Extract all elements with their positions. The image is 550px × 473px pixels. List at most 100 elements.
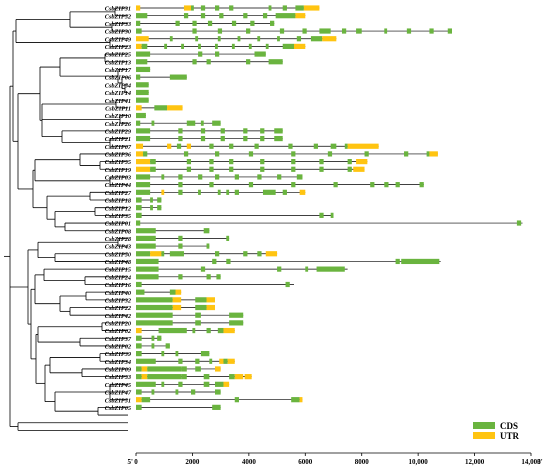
cds-block [229, 143, 234, 149]
cds-block [209, 143, 214, 149]
cds-block [150, 166, 156, 172]
gene-label: CsbZIP24 [105, 274, 131, 281]
cds-block [136, 358, 156, 364]
cds-block [209, 358, 213, 364]
cds-block [217, 189, 221, 195]
cds-block [136, 189, 151, 195]
cds-block [178, 358, 183, 364]
axis-tick-label: 14,000 [521, 458, 541, 466]
axis-tick-label: 10,000 [409, 458, 429, 466]
cds-block [302, 28, 307, 34]
gene-label: CsbZIP34 [105, 359, 131, 366]
cds-block [165, 343, 170, 349]
gene-label: CsbZIP44 [105, 182, 131, 189]
gene-label: CsbZIP33 [105, 21, 131, 28]
cds-block [178, 174, 183, 180]
cds-block [206, 59, 211, 65]
gene-row: CsbZIP29 [105, 128, 283, 135]
cds-block [143, 151, 148, 157]
phylogenetic-tree [4, 7, 128, 431]
cds-block [136, 135, 151, 142]
legend-cds-label: CDS [500, 421, 518, 431]
gene-row: CsbZIP51 [105, 397, 303, 404]
cds-block [157, 205, 162, 211]
gene-row: CsbZIP17 [105, 66, 151, 74]
cds-block [178, 135, 183, 142]
cds-block [248, 43, 252, 49]
cds-block [447, 28, 452, 34]
cds-block [248, 151, 254, 157]
cds-block [282, 43, 294, 49]
cds-block [183, 13, 189, 19]
cds-block [136, 266, 159, 272]
axis-tick-label: 0 [134, 458, 138, 466]
cds-block [206, 327, 211, 334]
cds-block [136, 112, 146, 119]
gene-label: CsbZIP13 [105, 59, 131, 66]
cds-block [429, 28, 434, 34]
cds-block [277, 266, 282, 272]
cds-block [178, 235, 183, 241]
cds-block [291, 159, 296, 165]
gene-row: CsbZIP12 [105, 205, 162, 212]
gene-row: CsbZIP02 [105, 327, 235, 335]
cds-block [178, 128, 183, 134]
utr-block [136, 151, 144, 157]
cds-block [384, 182, 389, 188]
axis-tick-label: 8000 [355, 458, 370, 466]
gene-label: CsbZIP30 [105, 29, 132, 36]
cds-block [195, 366, 201, 372]
cds-block [265, 43, 269, 49]
cds-block [257, 251, 262, 257]
utr-block [136, 5, 141, 11]
cds-block [274, 135, 283, 142]
cds-block [216, 274, 221, 280]
cds-block [136, 235, 156, 241]
cds-block [395, 182, 400, 188]
utr-block [136, 105, 142, 111]
utr-block [136, 397, 142, 403]
cds-block [176, 143, 182, 149]
cds-block [212, 404, 221, 410]
gene-label: CsbZIP15 [105, 267, 131, 274]
cds-block [136, 320, 173, 326]
gene-label: CsbZIP47 [105, 390, 132, 397]
cds-block [217, 36, 221, 42]
cds-block [209, 159, 214, 165]
cds-block [419, 182, 424, 188]
cds-block [161, 174, 165, 180]
gene-label: CsbZIP41 [105, 98, 131, 105]
utr-block [136, 166, 151, 172]
utr-block [206, 297, 215, 303]
cds-block [206, 243, 210, 249]
cds-block [141, 43, 148, 49]
gene-label: CsbZIP07 [105, 144, 132, 151]
legend-utr-swatch [473, 432, 495, 439]
cds-block [136, 212, 142, 218]
cds-block [217, 28, 223, 34]
cds-block [243, 135, 248, 142]
cds-block [319, 28, 331, 34]
gene-label: CsbZIP48 [105, 259, 132, 266]
gene-label: CsbZIP45 [105, 382, 131, 389]
cds-block [395, 258, 400, 265]
gene-label: CsbZIP37 [105, 336, 132, 343]
cds-block [136, 389, 142, 395]
cds-block [136, 174, 151, 180]
cds-block [136, 66, 151, 73]
utr-block [223, 381, 230, 387]
gene-row: CsbZIP08 [105, 228, 210, 235]
gene-row: CsbZIP32 [105, 297, 215, 304]
cds-block [243, 13, 248, 19]
cds-block [291, 182, 296, 188]
cds-block [231, 43, 235, 49]
cds-block [341, 28, 347, 34]
cds-block [198, 51, 203, 57]
gene-row: CsbZIP44 [105, 182, 424, 189]
utr-block [356, 159, 368, 165]
axis-tick-label: 2000 [185, 458, 200, 466]
utr-block [186, 143, 192, 149]
cds-block [254, 51, 266, 57]
cds-block [136, 51, 151, 57]
gene-row: CsbZIP34 [105, 358, 235, 366]
